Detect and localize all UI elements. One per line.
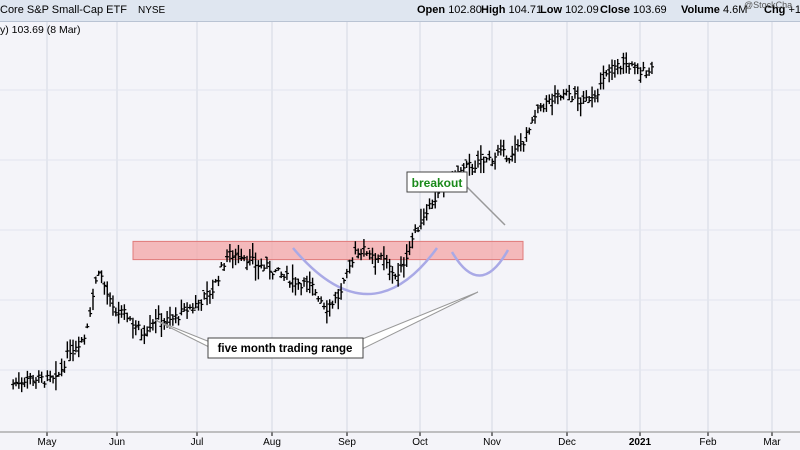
breakout-box xyxy=(406,171,468,193)
price-legend: y) 103.69 (8 Mar) xyxy=(0,24,81,36)
open-value: 102.80 xyxy=(448,4,482,16)
x-tick-label: May xyxy=(38,437,57,448)
callouts: breakout five month trading range xyxy=(154,171,506,359)
cup-curve-large xyxy=(292,247,439,296)
open-label: Open xyxy=(417,4,446,16)
high-field: High 104.71 xyxy=(481,4,542,16)
range-box xyxy=(207,337,364,359)
open-field: Open 102.80 xyxy=(417,4,482,16)
cup-curves xyxy=(292,247,510,296)
low-value: 102.09 xyxy=(565,4,599,16)
high-label: High xyxy=(481,4,506,16)
close-field: Close 103.69 xyxy=(600,4,667,16)
x-tick-label: Jul xyxy=(191,437,204,448)
quote-header: Core S&P Small-Cap ETF NYSE Open 102.80 … xyxy=(0,0,800,22)
chg-value: +1.95 (+1. xyxy=(788,4,800,16)
breakout-pointer xyxy=(464,184,506,226)
cup-curve-small xyxy=(450,249,510,277)
range-label: five month trading range xyxy=(218,343,353,355)
exchange-label: NYSE xyxy=(138,5,166,16)
x-tick-label: Feb xyxy=(699,437,717,448)
resistance-zone xyxy=(132,240,524,261)
x-tick-label: Aug xyxy=(263,437,281,448)
symbol-title: Core S&P Small-Cap ETF xyxy=(0,4,127,16)
x-tick-label: 2021 xyxy=(629,437,652,448)
price-bars xyxy=(11,52,654,393)
range-pointer-left xyxy=(154,319,217,352)
x-tick-label: Nov xyxy=(483,437,501,448)
volume-field: Volume 4.6M xyxy=(681,4,747,16)
high-value: 104.71 xyxy=(508,4,543,16)
close-value: 103.69 xyxy=(633,4,667,16)
volume-label: Volume xyxy=(681,4,720,16)
chg-label: Chg xyxy=(764,4,786,16)
range-pointer-right xyxy=(354,291,479,351)
x-tick-label: Dec xyxy=(558,437,576,448)
close-label: Close xyxy=(600,4,630,16)
x-tick-label: Mar xyxy=(763,437,781,448)
x-tick-label: Oct xyxy=(412,437,428,448)
breakout-label: breakout xyxy=(412,176,463,190)
watermark: @StockCha xyxy=(744,0,793,10)
low-label: Low xyxy=(540,4,562,16)
chg-field: Chg +1.95 (+1. xyxy=(764,4,800,16)
x-tick-label: Jun xyxy=(109,437,125,448)
volume-value: 4.6M xyxy=(722,4,748,16)
grid xyxy=(0,22,800,432)
x-tick-label: Sep xyxy=(338,437,356,448)
low-field: Low 102.09 xyxy=(540,4,599,16)
x-axis: May Jun Jul Aug Sep Oct Nov Dec 2021 Feb Mar xyxy=(0,431,800,448)
